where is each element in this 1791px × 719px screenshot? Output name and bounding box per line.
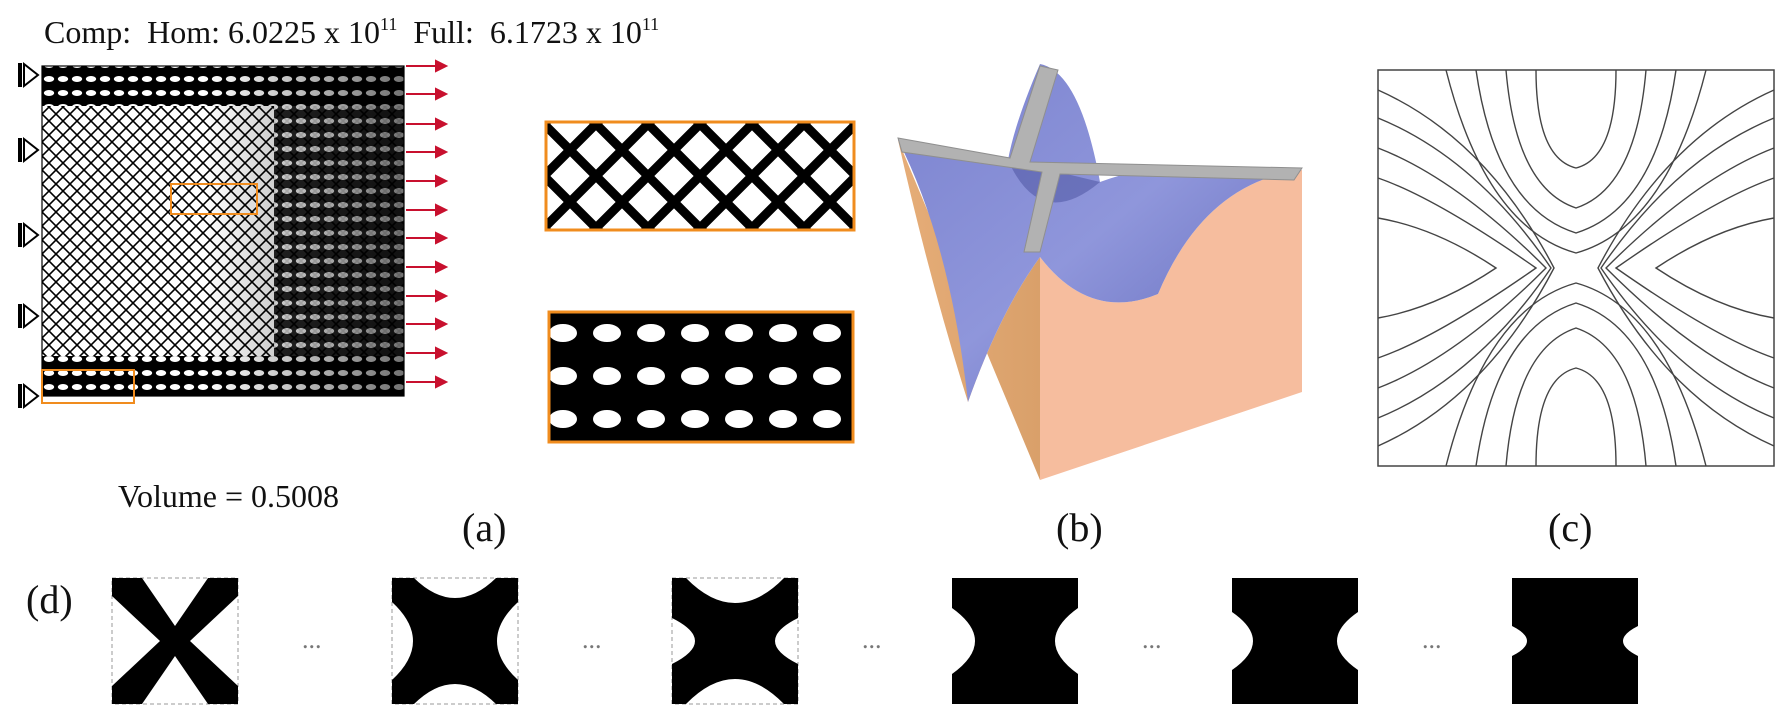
zoom-box-bottom-left (41, 369, 135, 404)
surface-3d-panel (897, 64, 1303, 480)
compliance-line: Comp: Hom: 6.0225 x 1011 Full: 6.1723 x … (44, 14, 659, 51)
unit-cell-4 (952, 578, 1078, 704)
full-value: 6.1723 x 10 (489, 14, 642, 50)
ellipsis-4: ... (1142, 625, 1162, 654)
hom-value: Hom: 6.0225 x 10 (147, 14, 381, 50)
full-label: Full: (413, 14, 474, 50)
right-face (1040, 170, 1302, 480)
zoom-inset-top (544, 120, 856, 232)
zoom-box-center (170, 183, 258, 215)
unit-cell-5 (1232, 578, 1358, 704)
unit-cell-6 (1512, 578, 1638, 704)
unit-cell-3 (671, 577, 799, 705)
support-symbols (18, 61, 40, 410)
hom-exponent: 11 (380, 14, 398, 34)
contour-lines (1377, 69, 1775, 467)
ellipsis-3: ... (862, 625, 882, 654)
unit-cell-sequence: ... ... ... ... ... (111, 577, 1638, 705)
force-arrows (406, 59, 449, 389)
unit-cell-1 (111, 577, 239, 705)
unit-cell-2 (391, 577, 519, 705)
contour-panel (1377, 69, 1775, 467)
ellipsis-2: ... (582, 625, 602, 654)
ridge-cross (897, 65, 1303, 253)
comp-label: Comp: (44, 14, 132, 50)
ellipsis-5: ... (1422, 625, 1442, 654)
panel-b-label: (b) (1056, 505, 1103, 550)
lattice-panel (18, 59, 449, 410)
zoom-inset-bottom (547, 310, 855, 444)
volume-text: Volume = 0.5008 (118, 478, 340, 514)
panel-d-label: (d) (26, 577, 73, 622)
blue-surface (898, 64, 1302, 402)
panel-c-label: (c) (1548, 505, 1593, 550)
contour-frame (1377, 69, 1775, 467)
ellipsis-1: ... (302, 625, 322, 654)
panel-a-label: (a) (462, 505, 507, 550)
full-exponent: 11 (641, 14, 660, 34)
